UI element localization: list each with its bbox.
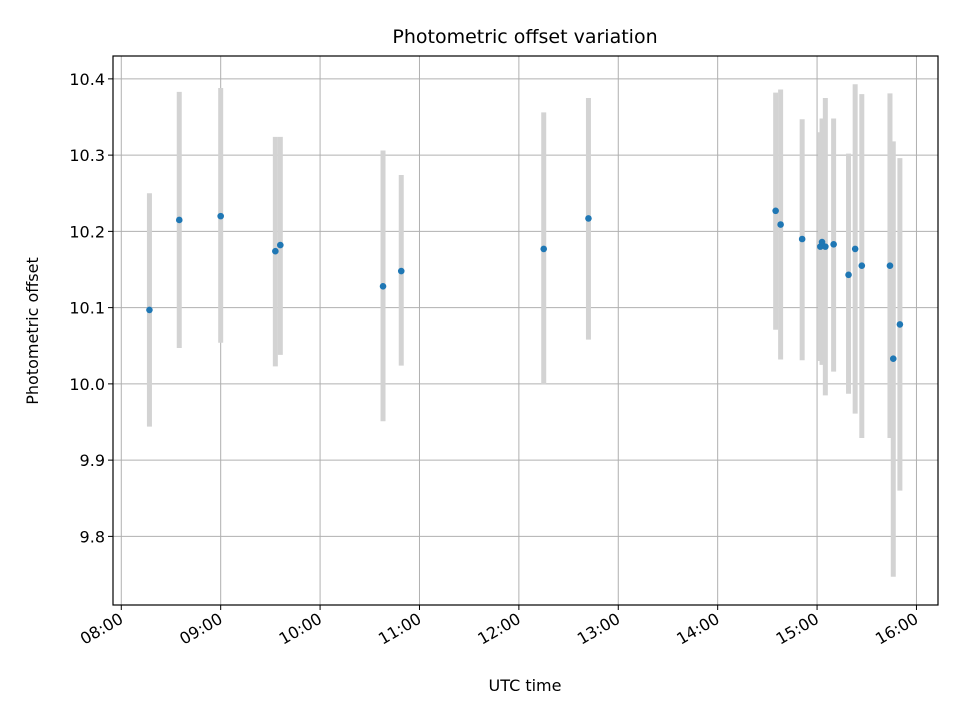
y-tick-label: 10.1	[69, 299, 105, 318]
plot-frame	[112, 55, 939, 606]
y-axis-label: Photometric offset	[23, 257, 42, 405]
data-point	[818, 238, 826, 246]
data-point	[540, 245, 548, 253]
data-point	[277, 241, 284, 249]
data-point	[772, 207, 779, 215]
data-point	[822, 243, 829, 250]
data-point	[146, 306, 153, 314]
data-point	[858, 262, 866, 269]
data-point	[272, 247, 279, 255]
y-tick-label: 9.8	[80, 527, 105, 546]
data-point	[798, 235, 806, 243]
data-point	[585, 215, 592, 222]
data-point	[777, 221, 784, 228]
data-point	[896, 321, 904, 328]
data-point	[845, 271, 852, 279]
data-point	[217, 212, 224, 220]
data-point	[851, 245, 859, 253]
data-point	[397, 267, 405, 275]
y-tick-label: 10.2	[69, 222, 105, 241]
data-point	[175, 216, 183, 224]
x-axis-label: UTC time	[489, 676, 562, 695]
y-tick-label: 10.3	[69, 146, 105, 165]
data-points	[146, 207, 904, 363]
data-point	[830, 241, 837, 248]
y-tick-label: 9.9	[80, 451, 105, 470]
data-point	[886, 262, 894, 269]
data-point	[379, 282, 387, 290]
y-tick-label: 10.0	[69, 375, 105, 394]
y-tick-label: 10.4	[69, 70, 105, 89]
y-axis-ticks: 9.8 9.9 10.0 10.1 10.2 10.3 10.4	[69, 70, 113, 546]
data-point	[889, 355, 897, 363]
chart-title: Photometric offset variation	[392, 26, 657, 48]
